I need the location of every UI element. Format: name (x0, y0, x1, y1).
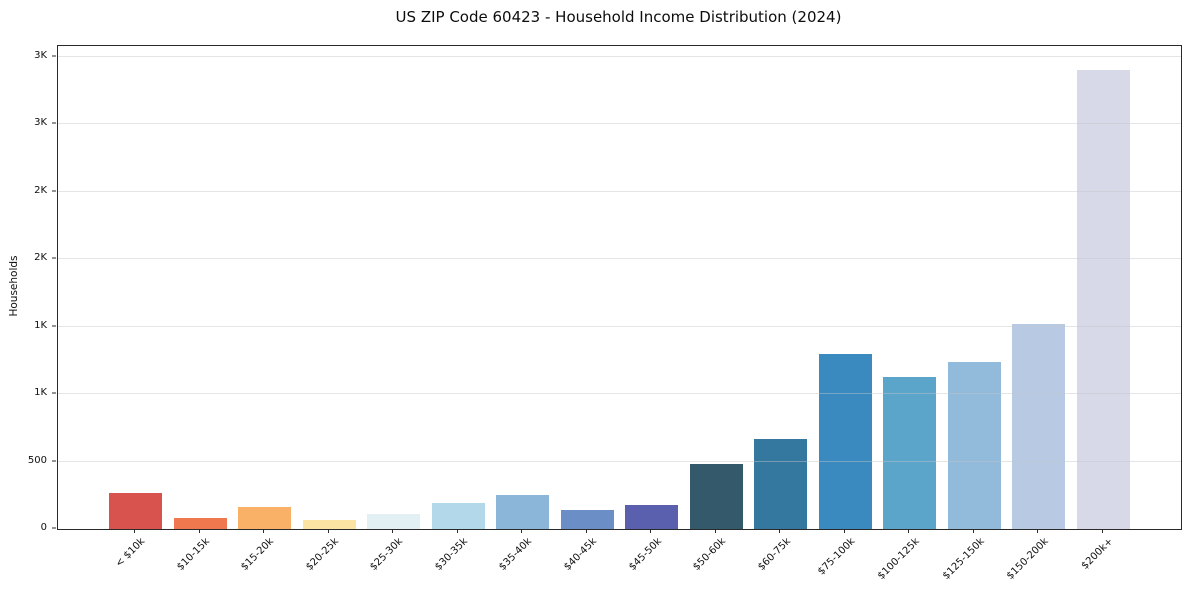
y-tick-label: 2K (34, 252, 47, 264)
bar-$25-30k (367, 514, 421, 529)
y-tick-mark (52, 257, 56, 259)
bar-< $10k (109, 492, 162, 529)
x-tick-mark (263, 529, 265, 533)
bar-$150-200k (1012, 323, 1066, 529)
bar-$45-50k (625, 505, 679, 529)
y-tick-mark (52, 55, 56, 57)
plot-area (57, 45, 1182, 530)
y-tick-label: 1K (34, 319, 47, 331)
x-tick-mark (972, 529, 974, 533)
x-tick-label: $200k+ (1079, 536, 1116, 572)
y-tick-mark (52, 122, 56, 124)
x-tick-label: $125-150k (940, 536, 987, 582)
bar-$35-40k (496, 495, 550, 529)
y-tick-label: 3K (34, 117, 47, 129)
x-tick-mark (1037, 529, 1039, 533)
bar-$40-45k (560, 510, 614, 529)
bar-$15-20k (238, 507, 292, 529)
x-tick-mark (392, 529, 394, 533)
x-tick-label: $45-50k (626, 536, 664, 573)
y-tick-label: 2K (34, 184, 47, 196)
chart-title: US ZIP Code 60423 - Household Income Dis… (395, 8, 842, 26)
bar-$30-35k (431, 503, 485, 529)
x-tick-mark (843, 529, 845, 533)
y-tick-mark (52, 460, 56, 462)
y-tick-mark (52, 190, 56, 192)
x-tick-mark (650, 529, 652, 533)
x-tick-mark (521, 529, 523, 533)
x-tick-label: $40-45k (562, 536, 600, 573)
bar-$100-125k (883, 376, 937, 529)
x-tick-label: $100-125k (875, 536, 922, 582)
x-tick-mark (198, 529, 200, 533)
x-tick-label: < $10k (113, 536, 148, 570)
x-tick-mark (134, 529, 135, 533)
x-tick-label: $10-15k (174, 536, 212, 573)
y-tick-label: 3K (34, 49, 47, 61)
x-axis: < $10k $10-15k $15-20k $20-25k $25-30k $30-35… (57, 529, 1180, 589)
bar-$200k+ (1076, 70, 1130, 529)
x-tick-mark (585, 529, 587, 533)
y-tick-mark (52, 527, 56, 529)
bar-$10-15k (173, 518, 227, 529)
x-tick-label: $15-20k (239, 536, 277, 573)
x-tick-label: $30-35k (433, 536, 470, 573)
y-tick-mark (52, 325, 56, 327)
bar-$60-75k (754, 439, 808, 529)
x-tick-mark (908, 529, 910, 533)
bar-$50-60k (689, 464, 743, 529)
y-tick-label: 1K (34, 387, 47, 399)
x-tick-label: $20-25k (303, 536, 341, 573)
x-tick-mark (779, 529, 781, 533)
x-tick-label: $60-75k (755, 536, 793, 573)
x-tick-mark (1102, 529, 1103, 533)
bar-$125-150k (947, 361, 1001, 529)
x-tick-mark (714, 529, 716, 533)
x-tick-label: $150-200k (1004, 536, 1051, 582)
bar-$75-100k (818, 353, 872, 529)
bar-series (58, 46, 1181, 529)
x-tick-mark (327, 529, 329, 533)
y-tick-label: 500 (27, 454, 47, 466)
x-tick-mark (456, 529, 458, 533)
x-tick-label: $35-40k (497, 536, 535, 573)
y-tick-label: 0 (40, 522, 47, 533)
x-tick-label: $50-60k (691, 536, 729, 573)
x-tick-label: $25-30k (368, 536, 406, 573)
y-tick-mark (52, 392, 56, 394)
x-tick-label: $75-100k (815, 536, 858, 578)
y-axis: 0 500 1K 1K 2K 2K 3K 3K (0, 45, 57, 533)
bar-$20-25k (302, 519, 356, 529)
